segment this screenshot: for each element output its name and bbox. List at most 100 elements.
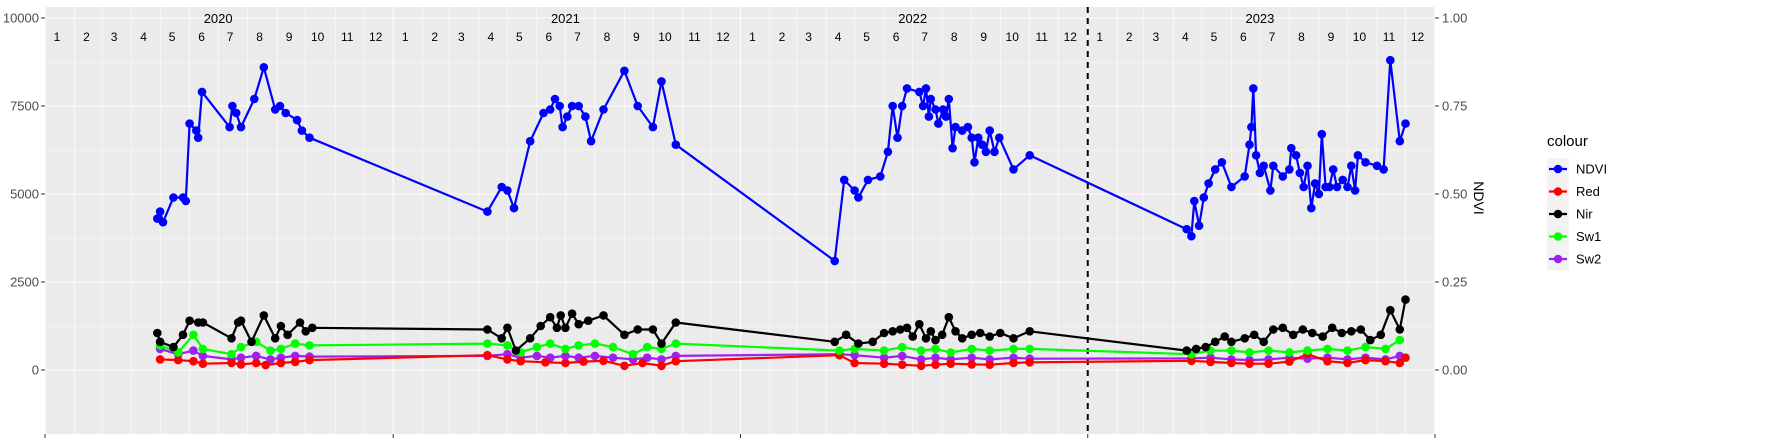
month-label: 9 [633,30,640,44]
data-point-ndvi [1245,140,1254,149]
data-point-ndvi [539,108,548,118]
data-point-nir [1025,327,1034,336]
data-point-nir [1327,323,1337,333]
data-point-ndvi [839,175,849,185]
data-point-nir [908,332,917,341]
data-point-sw1 [1009,344,1018,354]
data-point-sw2 [916,355,926,364]
month-label: 8 [604,30,611,44]
data-point-nir [270,334,280,343]
legend-label: Sw2 [1576,252,1601,267]
data-point-nir [854,339,863,348]
data-point-sw1 [1227,346,1236,355]
data-point-sw1 [1381,344,1390,354]
data-point-sw2 [850,350,859,360]
month-label: 8 [1298,30,1305,44]
data-point-red [227,358,236,368]
month-label: 2 [1126,30,1133,44]
data-point-nir [503,323,512,333]
data-point-sw1 [671,339,681,348]
data-point-nir [155,337,165,347]
data-point-sw2 [266,355,275,364]
data-point-ndvi [1009,165,1018,174]
month-label: 12 [716,30,730,44]
data-point-ndvi [1025,151,1034,160]
data-point-red [620,361,629,371]
month-label: 11 [341,30,354,44]
data-point-nir [1298,325,1308,334]
data-point-sw2 [590,351,600,361]
data-point-red [305,355,314,365]
right-axis-title: NDVI [1471,181,1487,214]
data-point-sw1 [276,344,286,354]
right-axis-tick-label: 0.50 [1442,187,1467,202]
month-label: 5 [516,30,523,44]
data-point-sw1 [1264,346,1273,355]
data-point-sw2 [931,353,940,363]
data-point-ndvi [586,136,596,146]
month-label: 6 [893,30,900,44]
data-point-ndvi [931,105,940,114]
data-point-sw1 [642,342,652,352]
month-label: 11 [1383,30,1396,44]
data-point-nir [545,312,555,322]
data-point-ndvi [951,122,960,132]
data-point-nir [944,312,954,322]
legend-items: NDVI Red Nir Sw1 Sw2 [1547,158,1607,270]
month-label: 9 [1328,30,1335,44]
data-point-ndvi [620,66,629,76]
data-point-ndvi [185,119,194,128]
data-point-nir [483,325,492,334]
month-label: 4 [835,30,842,44]
month-label: 12 [1064,30,1078,44]
data-point-ndvi [830,256,839,266]
month-label: 8 [951,30,958,44]
month-label: 1 [1096,30,1103,44]
data-point-ndvi [231,108,241,118]
data-point-sw1 [1303,346,1312,355]
month-label: 7 [227,30,234,44]
data-point-ndvi [158,217,168,227]
data-point-sw1 [1361,342,1370,352]
legend-label: Sw1 [1576,229,1601,244]
data-point-ndvi [275,101,285,111]
month-label: 12 [369,30,383,44]
data-point-ndvi [1210,165,1220,174]
legend-label: Red [1576,184,1600,199]
data-point-nir [1240,334,1249,343]
data-point-ndvi [1291,151,1301,160]
month-label: 4 [1182,30,1189,44]
data-point-red [155,355,165,364]
data-point-nir [178,330,188,340]
data-point-red [251,358,261,368]
data-point-sw2 [608,353,618,363]
data-point-ndvi [921,84,931,93]
data-point-red [1381,356,1390,366]
data-point-nir [1366,335,1375,345]
right-axis: 0.00 0.25 0.50 0.75 1.00 [1435,11,1467,378]
data-point-sw2 [657,355,666,364]
data-point-red [1285,357,1294,366]
data-point-nir [671,318,681,327]
month-label: 3 [805,30,812,44]
data-point-red [1264,359,1273,369]
data-point-nir [574,319,583,329]
data-point-ndvi [893,133,902,142]
data-point-nir [975,328,985,338]
data-point-nir [1191,344,1201,354]
data-point-ndvi [567,101,577,111]
data-point-sw1 [879,346,889,355]
data-point-nir [648,325,658,334]
year-label: 2022 [898,11,927,26]
data-point-ndvi [1299,182,1308,192]
data-point-nir [511,346,521,355]
data-point-nir [236,316,246,326]
data-point-nir [931,335,940,345]
data-point-red [850,358,859,368]
data-point-nir [1288,330,1298,340]
data-point-ndvi [1317,129,1327,139]
month-label: 6 [1240,30,1247,44]
data-point-red [946,359,955,369]
data-point-red [1361,355,1370,365]
